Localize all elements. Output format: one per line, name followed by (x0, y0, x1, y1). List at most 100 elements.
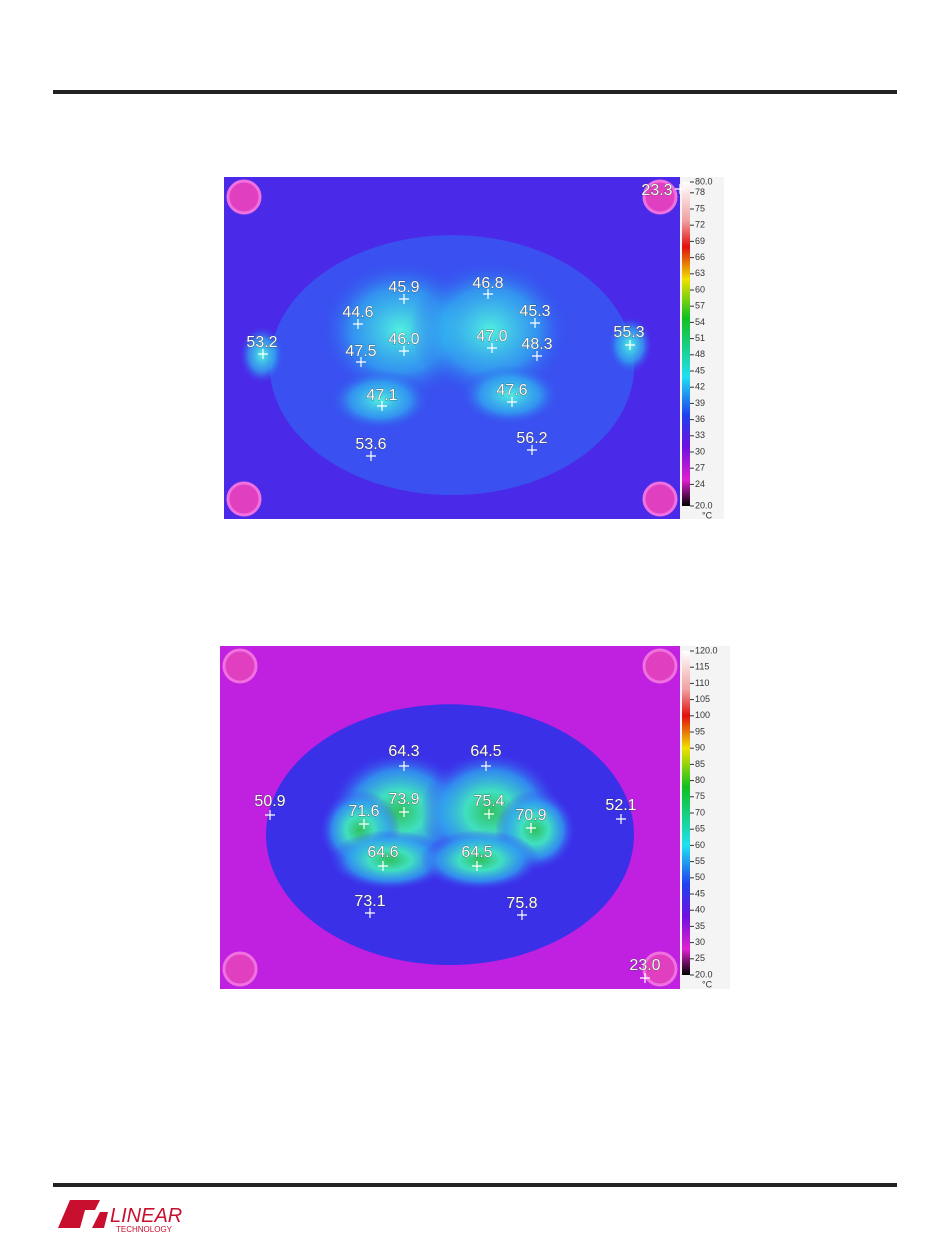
measure-cross (481, 761, 491, 771)
measure-cross (353, 319, 363, 329)
measure-cross (527, 445, 537, 455)
temperature-reading: 53.2 (246, 334, 277, 351)
mounting-hole (222, 648, 258, 684)
scale-label: 95 (695, 726, 705, 736)
temperature-reading: 23.3 (641, 182, 672, 199)
measure-cross (399, 807, 409, 817)
scale-unit: °C (702, 510, 713, 520)
scale-label: 80 (695, 775, 705, 785)
temperature-reading: 56.2 (516, 430, 547, 447)
hot-spot (330, 830, 450, 890)
scale-label: 20.0 (695, 500, 713, 510)
scale-label: 55 (695, 856, 705, 866)
scale-label: 30 (695, 937, 705, 947)
scale-label: 40 (695, 905, 705, 915)
scale-label: 30 (695, 446, 705, 456)
color-bar (682, 651, 690, 975)
measure-cross (472, 861, 482, 871)
scale-label: 85 (695, 759, 705, 769)
temperature-reading: 75.8 (506, 895, 537, 912)
bottom-rule (53, 1183, 897, 1187)
temperature-reading: 48.3 (521, 336, 552, 353)
measure-cross (487, 343, 497, 353)
scale-unit: °C (702, 979, 713, 989)
measure-cross (399, 761, 409, 771)
scale-label: 50 (695, 872, 705, 882)
temperature-reading: 64.5 (470, 743, 501, 760)
scale-label: 45 (695, 365, 705, 375)
scale-label: 24 (695, 479, 705, 489)
mounting-hole (222, 951, 258, 987)
mounting-hole (226, 179, 262, 215)
measure-cross (483, 289, 493, 299)
scale-label: 42 (695, 382, 705, 392)
scale-label: 33 (695, 430, 705, 440)
temperature-reading: 46.8 (472, 275, 503, 292)
scale-label: 27 (695, 463, 705, 473)
temperature-reading: 47.5 (345, 343, 376, 360)
logo-mark (58, 1200, 108, 1228)
mounting-hole (642, 179, 678, 215)
scale-label: 69 (695, 236, 705, 246)
scale-label: 75 (695, 791, 705, 801)
temperature-reading: 47.0 (476, 328, 507, 345)
scale-label: 39 (695, 398, 705, 408)
temperature-reading: 47.6 (496, 382, 527, 399)
measure-cross (640, 973, 650, 983)
mounting-hole (226, 481, 262, 517)
hot-spot (410, 260, 570, 400)
measure-cross (359, 819, 369, 829)
temperature-reading: 75.4 (473, 793, 504, 810)
scale-label: 25 (695, 953, 705, 963)
measure-cross (365, 908, 375, 918)
scale-label: 57 (695, 301, 705, 311)
measure-cross (265, 810, 275, 820)
scale-label: 90 (695, 743, 705, 753)
temperature-reading: 64.3 (388, 743, 419, 760)
measure-cross (517, 910, 527, 920)
temperature-reading: 47.1 (366, 387, 397, 404)
temperature-reading: 73.9 (388, 791, 419, 808)
scale-label: 54 (695, 317, 705, 327)
measure-cross (378, 861, 388, 871)
scale-label: 105 (695, 694, 710, 704)
mounting-hole (642, 481, 678, 517)
mounting-hole (642, 951, 678, 987)
scale-label: 20.0 (695, 969, 713, 979)
hot-spot (330, 370, 430, 430)
temperature-reading: 50.9 (254, 793, 285, 810)
temperature-reading: 71.6 (348, 803, 379, 820)
measure-cross (675, 184, 685, 194)
scale-label: 51 (695, 333, 705, 343)
measure-cross (484, 809, 494, 819)
scale-label: 115 (695, 662, 709, 672)
scale-label: 65 (695, 824, 705, 834)
temperature-reading: 73.1 (354, 893, 385, 910)
scale-label: 75 (695, 203, 705, 213)
measure-cross (399, 294, 409, 304)
scale-label: 63 (695, 268, 705, 278)
scale-label: 45 (695, 888, 705, 898)
temperature-reading: 46.0 (388, 331, 419, 348)
measure-cross (532, 351, 542, 361)
measure-cross (399, 346, 409, 356)
temperature-reading: 64.5 (461, 844, 492, 861)
top-rule (53, 90, 897, 94)
scale-label: 60 (695, 284, 705, 294)
temperature-reading: 64.6 (367, 844, 398, 861)
temperature-reading: 55.3 (613, 324, 644, 341)
measure-cross (356, 357, 366, 367)
scale-label: 100 (695, 710, 710, 720)
scale-label: 48 (695, 349, 705, 359)
hot-spot (460, 365, 560, 425)
temperature-reading: 53.6 (355, 436, 386, 453)
scale-label: 66 (695, 252, 705, 262)
temperature-reading: 70.9 (515, 807, 546, 824)
measure-cross (377, 401, 387, 411)
scale-label: 110 (695, 678, 709, 688)
scale-label: 78 (695, 187, 705, 197)
temperature-reading: 45.3 (519, 303, 550, 320)
measure-cross (625, 340, 635, 350)
measure-cross (366, 451, 376, 461)
measure-cross (530, 318, 540, 328)
